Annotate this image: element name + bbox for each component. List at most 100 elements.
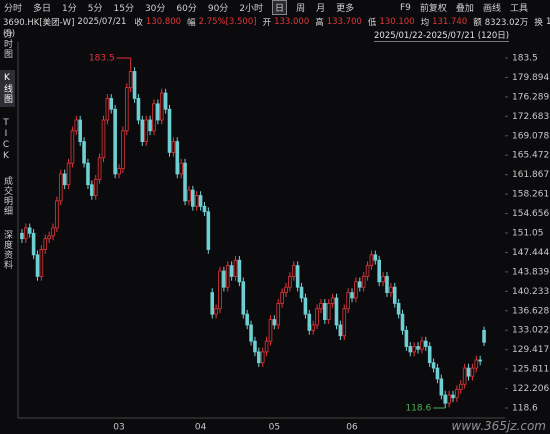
y-tick-label: 143.839 [512,267,549,277]
y-tick-label: 133.022 [512,326,549,336]
candle-body [284,286,288,293]
candle-body [198,195,203,207]
period-tab[interactable]: 1分 [62,4,77,14]
y-tick-label: 183.5 [512,54,538,64]
x-tick-label: 03 [113,423,124,433]
side-tab[interactable]: TICK [1,118,11,162]
candle-body [214,308,218,315]
candle-body [466,367,471,377]
candle-body [276,302,281,326]
candle-body [51,227,55,237]
side-tab[interactable]: 成交明细 [2,176,12,216]
period-tab[interactable]: 更多 [336,4,355,14]
period-tab[interactable]: 分时 [4,4,23,14]
candle-body [435,367,440,380]
candle-body [478,359,482,362]
x-tick-label: 05 [269,423,280,433]
quote-label: 开 [262,18,272,28]
candle-body [202,205,207,213]
candle-body [323,302,327,320]
quote-label: 均 [420,18,430,28]
side-tab[interactable]: K线图 [0,70,15,107]
candle-body [148,119,152,132]
candle-body [330,297,335,304]
period-tab[interactable]: 15分 [113,4,134,14]
candle-body [299,286,304,299]
candle-body [315,308,319,326]
period-tab[interactable]: 周 [296,4,306,14]
candle-body [222,270,226,288]
candle-body [62,173,67,186]
candle-body [431,362,436,369]
side-tab[interactable]: 深度资料 [2,230,12,270]
candle-body [350,292,354,299]
candle-body [346,292,350,310]
period-tab[interactable]: 多日 [33,4,52,14]
candle-body [241,281,246,315]
candle-body [179,162,183,175]
y-tick-label: 136.628 [512,306,549,316]
candle-body [342,308,347,337]
period-tab[interactable]: 30分 [144,4,166,14]
period-tab[interactable]: 5分 [87,4,103,14]
date-range[interactable]: 2025/01/22-2025/07/21 (120日) [374,31,510,42]
side-tab[interactable]: 分时图 [2,29,12,59]
candle-body [93,178,98,196]
candle-body [210,292,215,315]
x-tick-label: 06 [346,423,358,433]
toolbar: F9 前复权 叠加 画线 工具 [400,0,550,15]
candle-body [171,141,176,153]
candle-body [361,276,366,288]
candle-body [377,259,382,283]
candle-body [90,184,94,196]
candle-body [272,319,277,326]
candle-body [264,340,269,353]
quote-value: 131.740 [432,17,468,27]
candle-body [268,319,273,342]
tool-button[interactable]: 工具 [509,4,528,14]
candle-body [194,195,199,207]
candle-body [458,383,463,391]
candle-body [58,173,63,202]
candle-body [311,324,315,331]
date: 2025/07/21 [77,17,127,27]
candle-body [326,302,331,320]
period-param: (5) [3,29,16,39]
tool-button[interactable]: 前复权 [419,4,447,14]
candle-body [152,103,156,132]
tool-button[interactable]: 叠加 [455,4,474,14]
candle-body [229,265,234,277]
candle-body [291,265,296,277]
candle-body [20,232,24,240]
period-tab[interactable]: 日 [272,0,288,15]
quote-value: 130.800 [145,17,182,27]
candle-body [451,394,455,399]
candle-body [206,211,211,250]
candle-body [47,235,51,240]
candle-body [97,157,102,180]
candle-body [109,98,114,110]
quote-label: 额 [473,18,482,28]
period-tab[interactable]: 90分 [207,4,229,14]
candle-body [381,276,385,283]
y-tick-label: 147.444 [512,248,549,258]
candle-body [128,71,133,89]
quote-label: 高 [315,18,324,28]
y-tick-label: 122.206 [512,384,549,394]
watermark: www.365jz.com [451,419,546,433]
candle-body [396,302,401,315]
candle-body [66,162,71,186]
tool-button[interactable]: 画线 [482,4,501,14]
candle-body [389,286,393,293]
period-tab[interactable]: 60分 [176,4,197,14]
quote-value: 130.100 [379,17,415,27]
period-tab[interactable]: 月 [316,4,326,14]
candle-body [124,87,129,132]
period-tab[interactable]: 2小时 [239,4,264,14]
tool-button[interactable]: F9 [400,2,411,13]
candle-body [159,92,164,121]
candle-body [132,71,137,99]
candle-body [482,329,486,343]
